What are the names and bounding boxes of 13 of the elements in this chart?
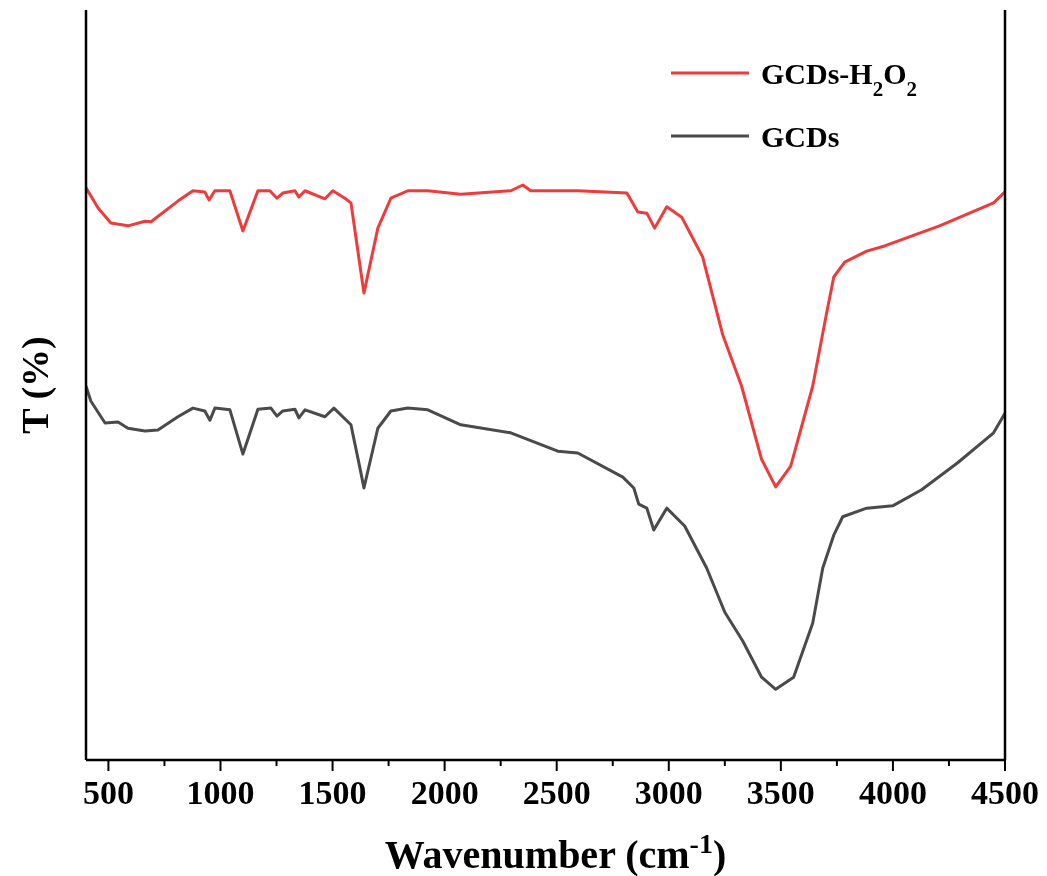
legend-label: GCDs <box>761 120 840 153</box>
x-tick-label: 4000 <box>858 774 927 811</box>
x-tick-label: 1000 <box>186 774 255 811</box>
legend-label: GCDs-H$_{2}$O$_{2}$ <box>761 57 918 101</box>
x-tick-label: 3000 <box>634 774 703 811</box>
x-tick-label: 4500 <box>971 774 1039 811</box>
x-tick-label: 500 <box>82 774 134 811</box>
x-tick-label: 2000 <box>410 774 479 811</box>
x-tick-label: 1500 <box>298 774 367 811</box>
x-tick-label: 3500 <box>746 774 815 811</box>
x-axis-title: Wavenumber (cm$^{-1}$) <box>384 827 727 876</box>
x-tick-label: 2500 <box>522 774 591 811</box>
y-axis-title: T (%) <box>14 336 57 434</box>
